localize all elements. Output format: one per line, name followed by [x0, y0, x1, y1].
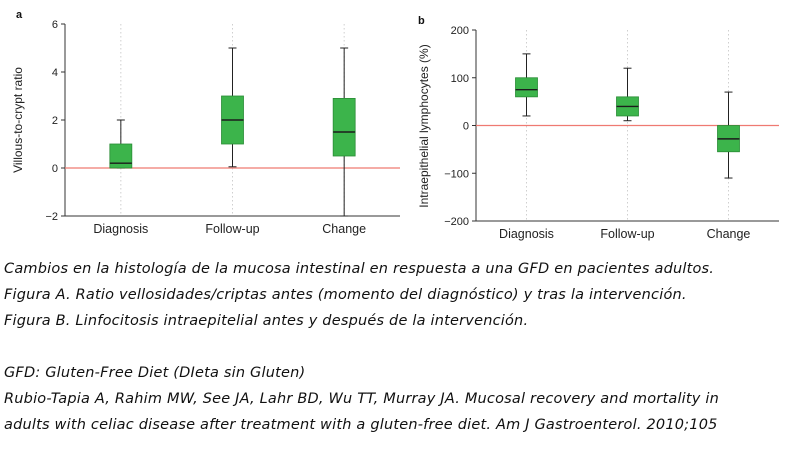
box-follow-up — [616, 67, 639, 122]
y-tick-label: 2 — [52, 115, 58, 127]
box-iqr — [109, 143, 133, 169]
figure: −2 0 2 4 6 Diagnosis Follow-up Change a Villous-t… — [11, 9, 779, 241]
panel-label: a — [16, 9, 23, 21]
y-tick-label: 0 — [52, 163, 58, 175]
y-tick-label: −200 — [444, 216, 469, 228]
y-tick-label: 200 — [451, 25, 469, 37]
box-iqr — [332, 98, 356, 157]
box-iqr — [515, 77, 538, 98]
citation-line-2: adults with celiac disease after treatme… — [4, 417, 718, 433]
y-tick-label: −2 — [45, 211, 58, 223]
box-follow-up — [221, 47, 244, 168]
x-tick-label: Follow-up — [205, 222, 259, 236]
y-tick-label: 6 — [52, 19, 58, 31]
y-axis-title: Intraepithelial lymphocytes (%) — [417, 44, 431, 207]
panel-label: b — [418, 15, 425, 27]
box-diagnosis — [515, 53, 538, 117]
x-tick-label: Follow-up — [600, 227, 654, 241]
y-tick-label: 0 — [463, 121, 469, 133]
box-change — [332, 47, 356, 217]
x-tick-label: Change — [322, 222, 366, 236]
box-diagnosis — [109, 119, 133, 169]
caption: Cambios en la histología de la mucosa in… — [0, 262, 787, 444]
citation-line-1: Rubio-Tapia A, Rahim MW, See JA, Lahr BD… — [4, 391, 719, 407]
box-change — [717, 91, 740, 179]
caption-line-1: Cambios en la histología de la mucosa in… — [4, 261, 715, 277]
caption-line-2: Figura A. Ratio vellosidades/criptas ant… — [4, 287, 687, 303]
caption-line-3: Figura B. Linfocitosis intraepitelial an… — [4, 313, 529, 329]
panel-b: −200 −100 0 100 200 Diagnosis Follow-up Change b… — [417, 15, 779, 241]
y-axis-title: Villous-to-crypt ratio — [11, 67, 25, 173]
y-tick-label: 100 — [451, 73, 469, 85]
panel-a: −2 0 2 4 6 Diagnosis Follow-up Change a Villous-t… — [11, 9, 400, 236]
x-tick-label: Diagnosis — [93, 222, 148, 236]
x-tick-label: Diagnosis — [499, 227, 554, 241]
y-tick-label: −100 — [444, 168, 469, 180]
x-tick-label: Change — [707, 227, 751, 241]
gfd-note: GFD: Gluten-Free Diet (DIeta sin Gluten) — [4, 365, 306, 381]
y-tick-label: 4 — [52, 67, 58, 79]
